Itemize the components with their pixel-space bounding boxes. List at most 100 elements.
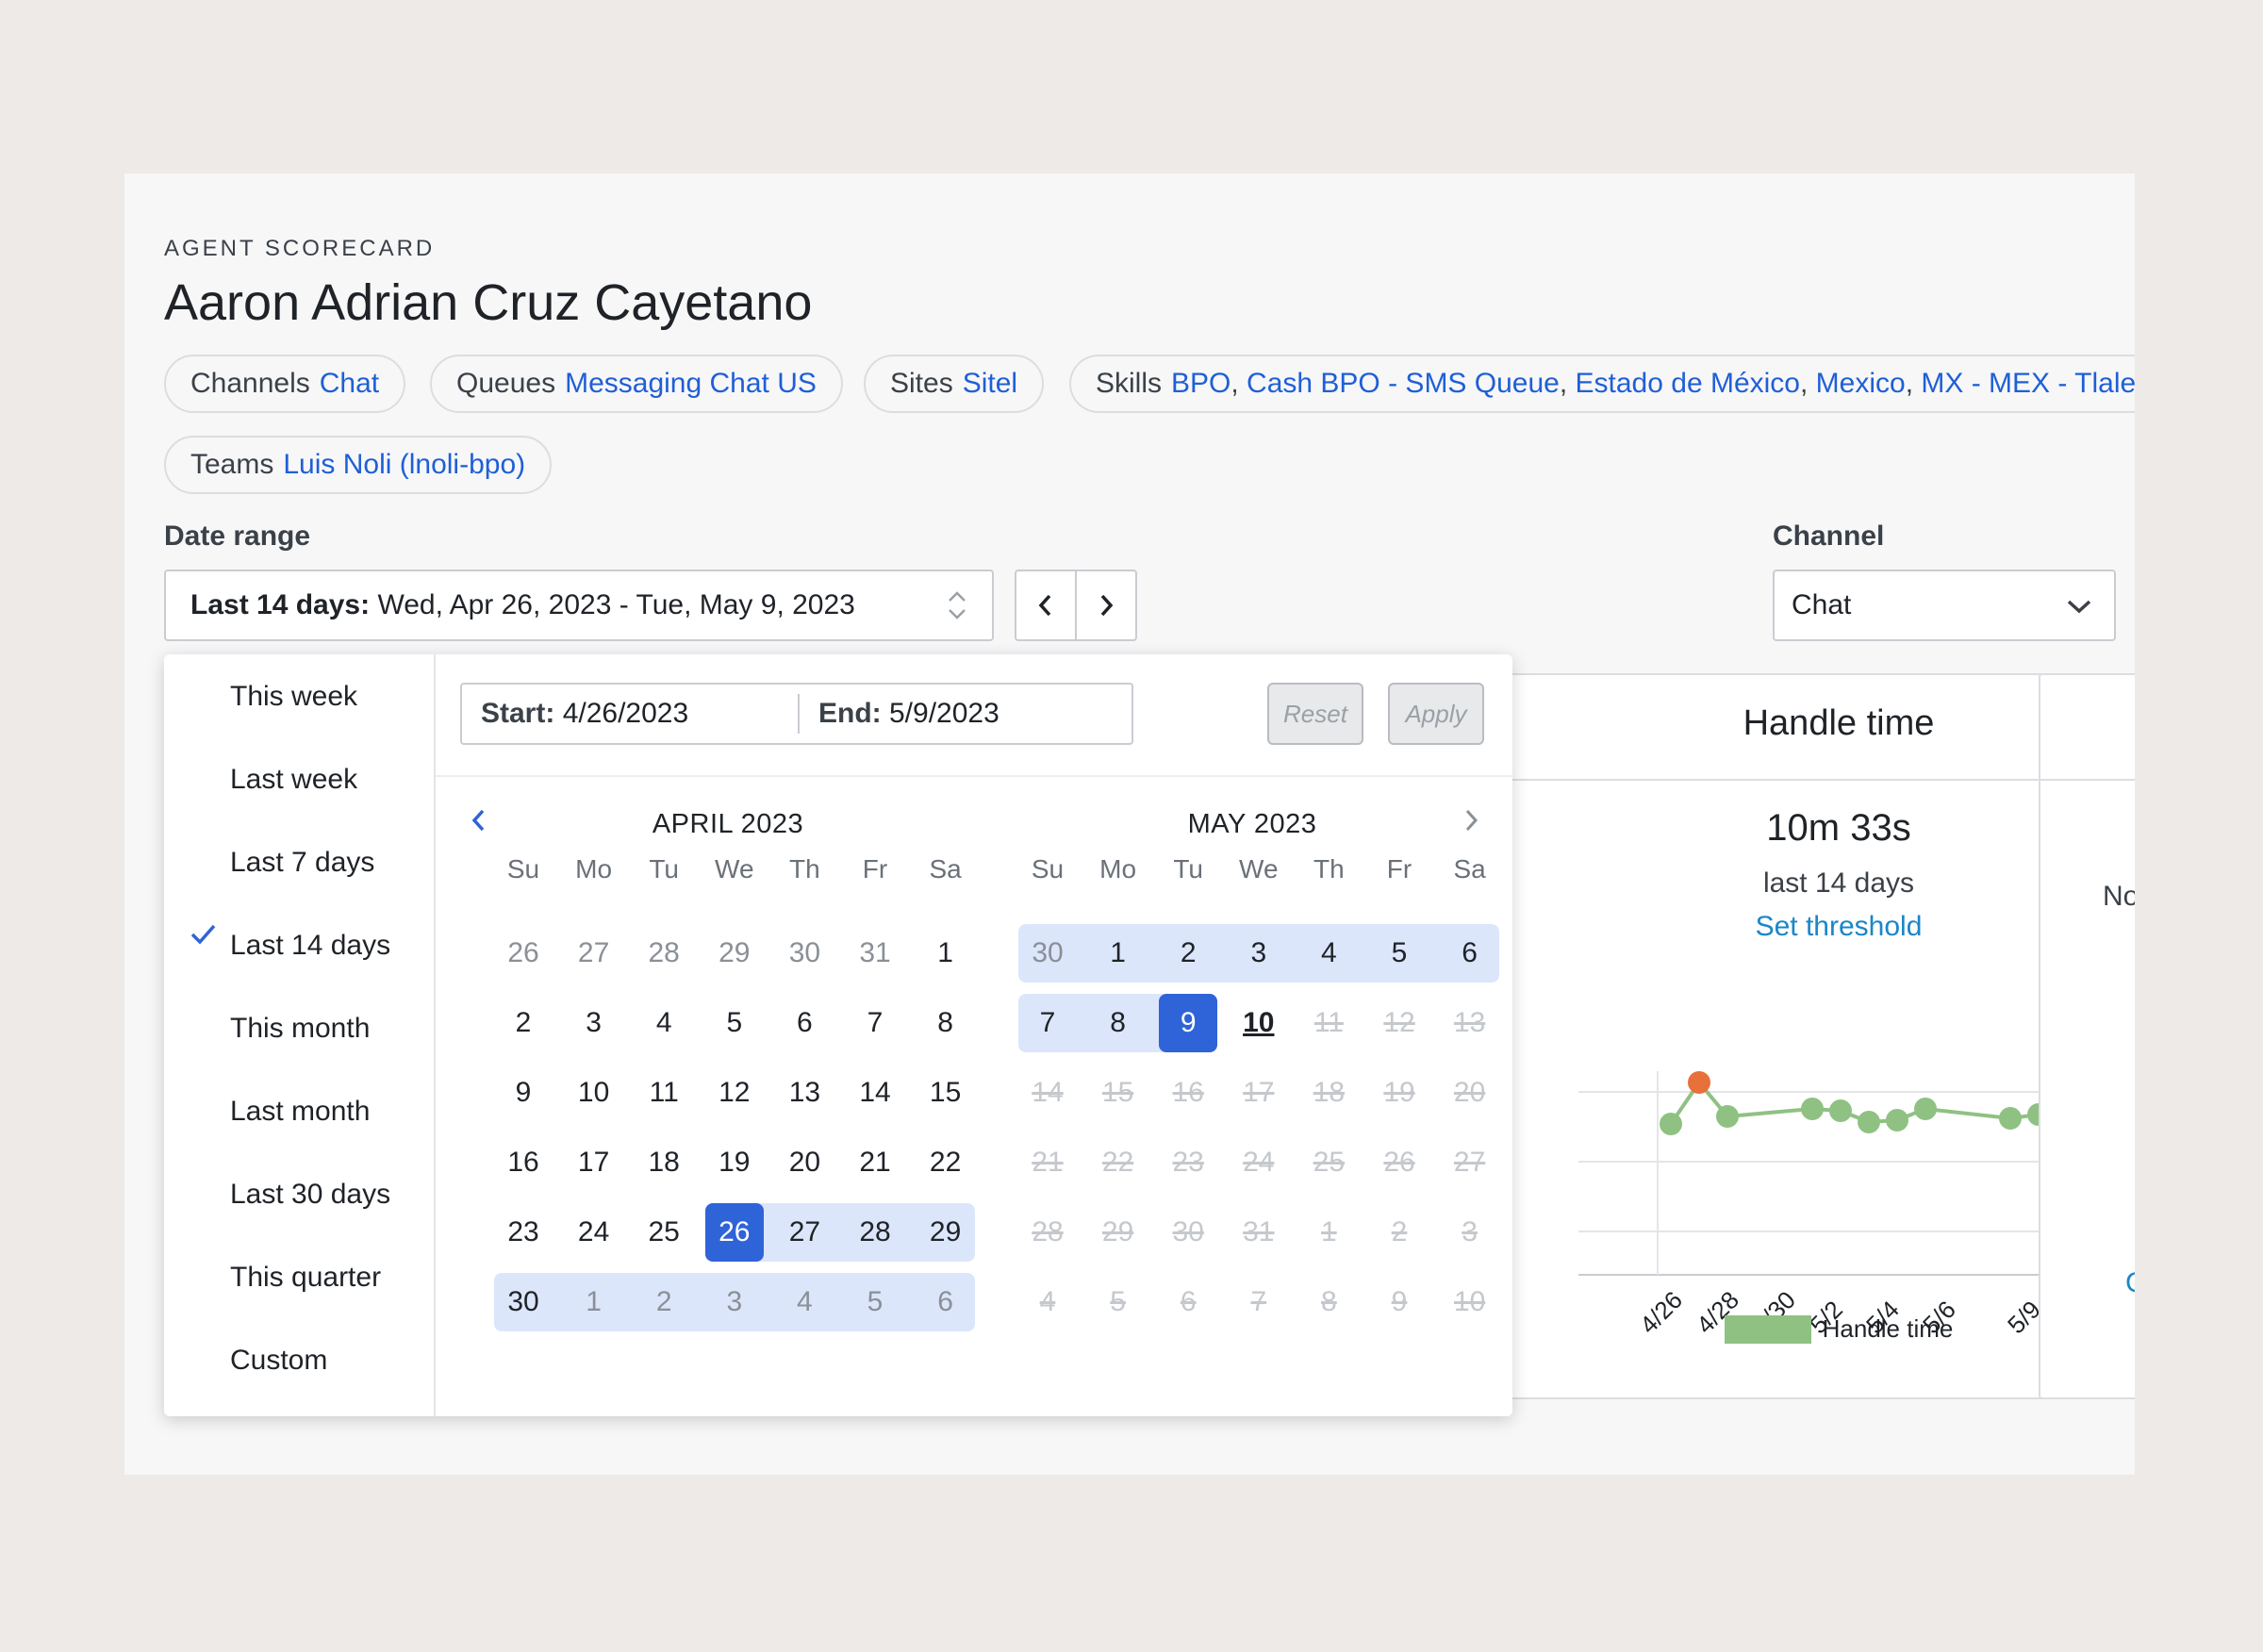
filter-chip-sites[interactable]: Sites Sitel — [864, 355, 1045, 413]
date-range-value: Wed, Apr 26, 2023 - Tue, May 9, 2023 — [377, 589, 855, 620]
weekday-label: Su — [506, 854, 540, 884]
preset-this-quarter[interactable]: This quarter — [230, 1262, 382, 1293]
calendar-day[interactable]: 2 — [1180, 937, 1197, 968]
weekday-label: Sa — [1453, 854, 1486, 884]
calendar-day[interactable]: 12 — [719, 1077, 751, 1108]
calendar-day[interactable]: 9 — [515, 1077, 532, 1108]
next-period-button[interactable] — [1075, 571, 1135, 639]
calendar-day[interactable]: 23 — [507, 1216, 539, 1247]
legend-swatch — [1724, 1314, 1811, 1344]
preset-last-7-days[interactable]: Last 7 days — [230, 847, 375, 878]
chip-label: Teams — [190, 449, 274, 480]
calendar-day[interactable]: 16 — [507, 1147, 539, 1178]
range-inputs: Start: 4/26/2023 End: 5/9/2023 — [460, 683, 1133, 745]
end-label: End: — [818, 698, 882, 729]
month-title-may: MAY 2023 — [1187, 809, 1317, 839]
calendar-day[interactable]: 3 — [726, 1286, 743, 1317]
calendar-day[interactable]: 11 — [649, 1077, 679, 1108]
apply-button[interactable]: Apply — [1388, 683, 1484, 745]
calendar-day[interactable]: 4 — [797, 1286, 813, 1317]
calendar-day: 27 — [1453, 1147, 1486, 1178]
calendar-day[interactable]: 5 — [867, 1286, 884, 1317]
calendar-day[interactable]: 31 — [859, 937, 891, 968]
calendar-day[interactable]: 15 — [929, 1077, 962, 1108]
partial-link[interactable]: C — [2125, 1267, 2135, 1299]
calendar-day[interactable]: 10 — [577, 1077, 610, 1108]
calendar-day[interactable]: 5 — [1391, 937, 1408, 968]
end-value: 5/9/2023 — [889, 698, 999, 729]
calendar-day[interactable]: 6 — [797, 1007, 813, 1038]
date-range-select[interactable]: Last 14 days: Wed, Apr 26, 2023 - Tue, M… — [164, 570, 994, 641]
channel-select[interactable]: Chat — [1773, 570, 2116, 641]
calendar-day[interactable]: 6 — [1462, 937, 1478, 968]
calendar-day[interactable]: 29 — [929, 1216, 962, 1247]
calendar-day[interactable]: 22 — [929, 1147, 962, 1178]
calendar-day[interactable]: 18 — [648, 1147, 680, 1178]
calendar-day[interactable]: 1 — [1110, 937, 1126, 968]
calendar-day[interactable]: 28 — [648, 937, 680, 968]
calendar-day[interactable]: 24 — [577, 1216, 610, 1247]
calendar-day[interactable]: 13 — [788, 1077, 821, 1108]
calendar-divider — [436, 775, 1512, 777]
calendar-day[interactable]: 25 — [648, 1216, 680, 1247]
calendar-day[interactable]: 17 — [577, 1147, 610, 1178]
calendar-day[interactable]: 10 — [1243, 1007, 1275, 1038]
calendar-day[interactable]: 26 — [704, 1203, 764, 1262]
calendar-day: 3 — [1462, 1216, 1478, 1247]
calendar-day[interactable]: 8 — [937, 1007, 953, 1038]
preset-this-month[interactable]: This month — [230, 1013, 371, 1044]
start-date-input[interactable]: Start: 4/26/2023 — [462, 685, 688, 743]
calendar-day[interactable]: 27 — [788, 1216, 821, 1247]
calendar-day[interactable]: 27 — [577, 937, 610, 968]
calendar-day[interactable]: 3 — [1250, 937, 1267, 968]
calendar-day[interactable]: 30 — [507, 1286, 539, 1317]
calendar-day[interactable]: 3 — [586, 1007, 602, 1038]
next-month-icon[interactable] — [1460, 805, 1482, 835]
legend-label: Handle time — [1822, 1314, 1954, 1343]
preset-last-14-days[interactable]: Last 14 days — [230, 930, 391, 961]
calendar-day[interactable]: 1 — [937, 937, 953, 968]
preset-last-month[interactable]: Last month — [230, 1096, 371, 1127]
calendar-day[interactable]: 19 — [719, 1147, 751, 1178]
calendar-day[interactable]: 4 — [655, 1007, 672, 1038]
page-title: Aaron Adrian Cruz Cayetano — [164, 274, 813, 331]
set-threshold-link[interactable]: Set threshold — [1755, 911, 1923, 942]
calendar-day[interactable]: 8 — [1110, 1007, 1126, 1038]
filter-chip-queues[interactable]: Queues Messaging Chat US — [430, 355, 843, 413]
filter-chip-skills[interactable]: Skills BPO, Cash BPO - SMS Queue, Estado … — [1069, 355, 2135, 413]
calendar-day[interactable]: 4 — [1321, 937, 1337, 968]
calendar-day[interactable]: 6 — [937, 1286, 953, 1317]
chip-label: Queues — [456, 368, 556, 399]
reset-button[interactable]: Reset — [1267, 683, 1363, 745]
calendar-day[interactable]: 2 — [515, 1007, 532, 1038]
calendar-day[interactable]: 2 — [655, 1286, 672, 1317]
calendar-day[interactable]: 30 — [1032, 937, 1064, 968]
end-date-input[interactable]: End: 5/9/2023 — [800, 685, 999, 743]
calendar-day[interactable]: 7 — [1039, 1007, 1056, 1038]
filter-chip-teams[interactable]: Teams Luis Noli (lnoli-bpo) — [164, 436, 553, 494]
calendar-day[interactable]: 26 — [507, 937, 539, 968]
data-point-highlight — [1688, 1071, 1710, 1094]
calendar-day: 2 — [1391, 1216, 1408, 1247]
previous-period-button[interactable] — [1016, 571, 1075, 639]
preset-last-30-days[interactable]: Last 30 days — [230, 1179, 391, 1210]
calendar-day[interactable]: 5 — [726, 1007, 743, 1038]
calendar-day[interactable]: 29 — [719, 937, 751, 968]
previous-month-icon[interactable] — [468, 805, 490, 835]
calendar-day[interactable]: 1 — [586, 1286, 602, 1317]
calendar-day: 28 — [1032, 1216, 1064, 1247]
calendar-day[interactable]: 9 — [1159, 994, 1218, 1052]
calendar-day[interactable]: 21 — [859, 1147, 891, 1178]
calendar-day[interactable]: 14 — [859, 1077, 891, 1108]
date-range-label: Date range — [164, 520, 311, 552]
calendar-day[interactable]: 7 — [867, 1007, 884, 1038]
card-title: Handle time — [1743, 703, 1935, 743]
preset-custom[interactable]: Custom — [230, 1345, 328, 1376]
calendar-day[interactable]: 30 — [788, 937, 821, 968]
calendar-day[interactable]: 20 — [788, 1147, 821, 1178]
calendar-day[interactable]: 28 — [859, 1216, 891, 1247]
calendar-day: 17 — [1243, 1077, 1275, 1108]
preset-this-week[interactable]: This week — [230, 681, 358, 712]
preset-last-week[interactable]: Last week — [230, 764, 358, 795]
filter-chip-channels[interactable]: Channels Chat — [164, 355, 406, 413]
